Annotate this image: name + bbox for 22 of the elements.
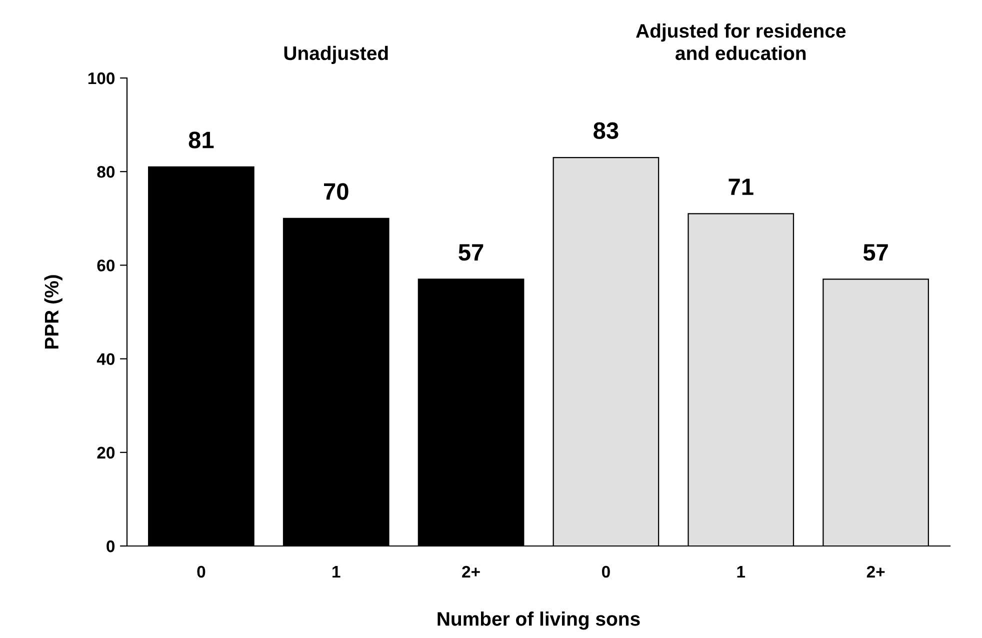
x-axis-title: Number of living sons [438, 612, 640, 630]
data-label: 71 [728, 178, 754, 195]
x-tick-label: 2+ [462, 566, 480, 578]
y-tick-label: 40 [96, 353, 115, 366]
y-tick-label: 20 [97, 446, 115, 459]
y-tick-label: 60 [97, 260, 115, 272]
data-label: 57 [458, 244, 484, 261]
data-label: 81 [188, 132, 214, 148]
data-label: 70 [324, 183, 348, 200]
data-label: 57 [863, 244, 888, 261]
data-label: 83 [594, 122, 618, 140]
text: Adjusted for residence and education [636, 23, 846, 60]
y-tick-label: 100 [88, 72, 115, 84]
x-tick-label: 1 [332, 566, 340, 578]
y-tick-label: 0 [106, 540, 115, 552]
x-tick-label: 1 [737, 566, 746, 578]
y-axis-title: PPR (%) [44, 275, 62, 349]
text: Unadjusted [284, 46, 388, 64]
x-tick-label: 0 [602, 566, 610, 578]
x-tick-label: 2+ [866, 566, 885, 578]
y-tick-label: 80 [97, 166, 115, 178]
x-tick-label: 0 [197, 566, 206, 578]
